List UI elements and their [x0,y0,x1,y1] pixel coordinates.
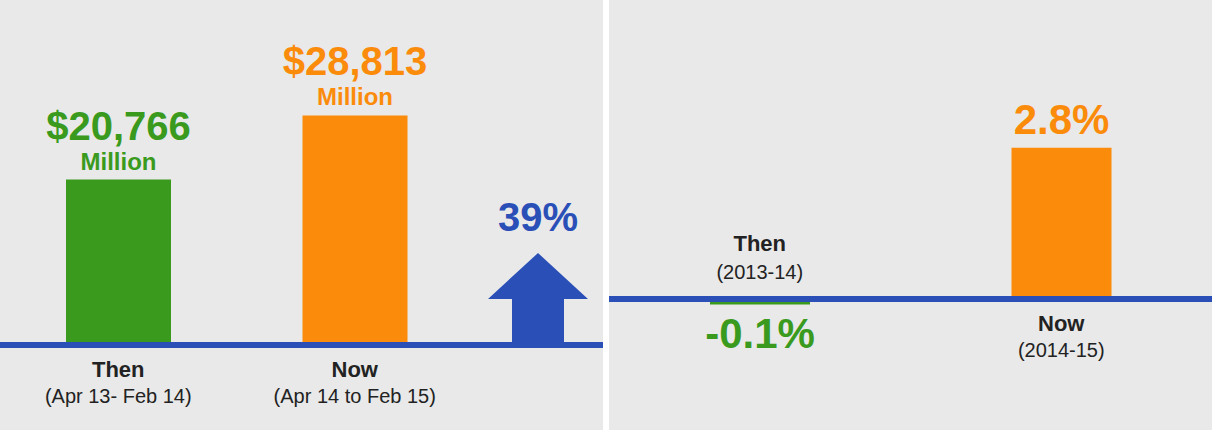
svg-text:(2013-14): (2013-14) [716,261,803,283]
svg-text:Now: Now [1038,311,1085,336]
svg-text:(Apr 14 to Feb 15): (Apr 14 to Feb 15) [274,385,436,407]
svg-text:$20,766: $20,766 [46,104,191,148]
svg-text:(Apr 13- Feb 14): (Apr 13- Feb 14) [45,385,192,407]
svg-text:Now: Now [332,357,379,382]
svg-text:Then: Then [733,231,786,256]
svg-text:(2014-15): (2014-15) [1018,339,1105,361]
svg-text:Million: Million [317,83,393,110]
svg-text:-0.1%: -0.1% [705,310,815,357]
svg-text:$28,813: $28,813 [283,39,428,83]
svg-text:Million: Million [81,148,157,175]
html-text:39%: 39% [498,195,578,239]
svg-text:2.8%: 2.8% [1014,96,1110,143]
svg-text:Then: Then [92,357,145,382]
